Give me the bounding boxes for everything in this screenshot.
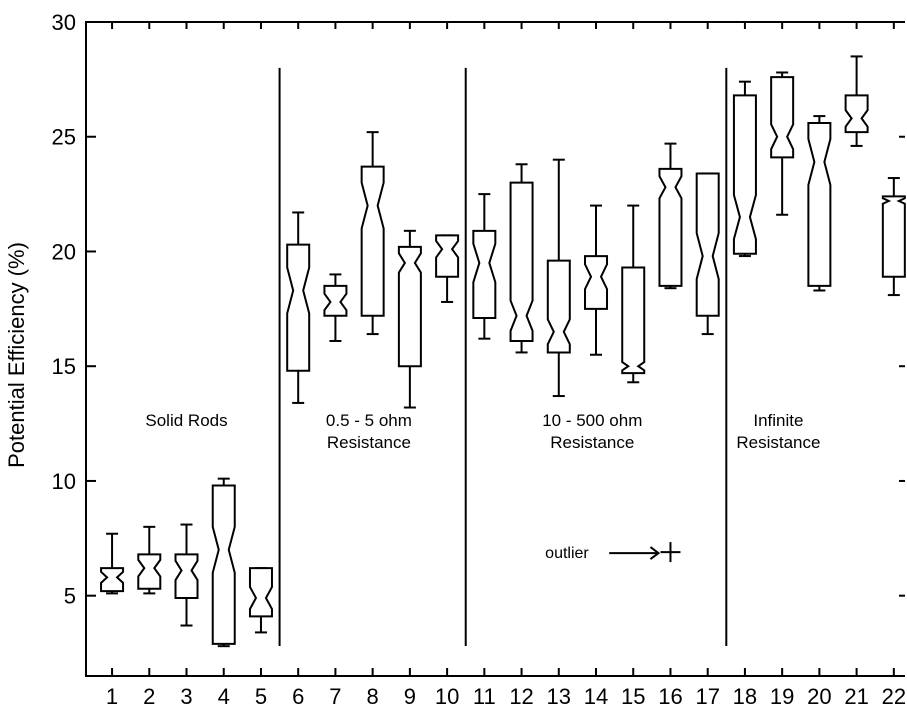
- box-5: [248, 567, 273, 634]
- outlier-arrow-head: [649, 546, 661, 560]
- box-4: [211, 477, 236, 648]
- group-dividers: [278, 67, 728, 646]
- box-6: [286, 211, 311, 404]
- x-tick-label: 3: [180, 684, 192, 709]
- boxes: [100, 55, 906, 648]
- notched-box: [807, 121, 832, 287]
- box-9: [397, 229, 422, 409]
- y-axis: 5 10 15 20 25 30: [52, 10, 905, 609]
- notched-box: [695, 172, 720, 317]
- notched-box: [137, 553, 162, 590]
- notched-box: [211, 484, 236, 645]
- box-2: [137, 525, 162, 595]
- notched-box: [584, 255, 609, 310]
- x-axis: 1 2 3 4 5 6 7 8 9 10 11 12 13 14 15 16 17 18 19 20 21 22: [106, 22, 906, 709]
- notched-box: [248, 567, 273, 618]
- notched-box: [174, 553, 199, 599]
- y-tick-label: 30: [52, 10, 76, 35]
- notched-box: [546, 259, 571, 354]
- box-20: [807, 115, 832, 292]
- x-tick-label: 4: [218, 684, 230, 709]
- notched-box: [621, 266, 646, 375]
- x-tick-label: 14: [584, 684, 608, 709]
- group-label: Infinite: [753, 411, 803, 430]
- x-tick-label: 13: [547, 684, 571, 709]
- group-label: 10 - 500 ohm: [542, 411, 642, 430]
- x-tick-label: 16: [658, 684, 682, 709]
- x-tick-label: 7: [329, 684, 341, 709]
- x-tick-label: 15: [621, 684, 645, 709]
- notched-box: [472, 229, 497, 320]
- x-tick-label: 22: [882, 684, 906, 709]
- box-16: [658, 142, 683, 290]
- notched-box: [435, 234, 460, 278]
- x-tick-label: 20: [807, 684, 831, 709]
- notched-box: [732, 94, 757, 255]
- notched-box: [770, 76, 795, 159]
- box-14: [584, 204, 609, 356]
- notched-box: [397, 245, 422, 368]
- box-22: [881, 177, 906, 297]
- notched-box: [286, 243, 311, 372]
- x-tick-label: 18: [733, 684, 757, 709]
- x-tick-label: 19: [770, 684, 794, 709]
- box-11: [472, 193, 497, 340]
- y-tick-label: 20: [52, 239, 76, 264]
- box-13: [546, 158, 571, 398]
- box-3: [174, 523, 199, 627]
- notched-box: [658, 167, 683, 287]
- box-12: [509, 163, 534, 354]
- box-10: [435, 234, 460, 303]
- x-tick-label: 9: [404, 684, 416, 709]
- x-tick-label: 6: [292, 684, 304, 709]
- group-label: Resistance: [550, 433, 634, 452]
- x-tick-label: 11: [473, 684, 496, 709]
- notched-box: [323, 284, 348, 317]
- notched-box: [509, 181, 534, 342]
- y-tick-label: 25: [52, 125, 76, 150]
- outlier-label: outlier: [545, 545, 589, 562]
- axis-frame: [85, 21, 905, 677]
- box-19: [770, 71, 795, 216]
- annotations: outlier: [545, 542, 681, 563]
- x-tick-label: 8: [367, 684, 379, 709]
- group-label: Resistance: [327, 433, 411, 452]
- notched-box: [360, 165, 385, 317]
- y-tick-label: 10: [52, 469, 76, 494]
- notched-box: [100, 567, 125, 593]
- box-8: [360, 131, 385, 336]
- x-tick-label: 5: [255, 684, 267, 709]
- x-tick-label: 1: [106, 684, 118, 709]
- x-tick-label: 10: [435, 684, 459, 709]
- x-tick-label: 17: [695, 684, 719, 709]
- box-17: [695, 172, 720, 336]
- y-tick-label: 5: [64, 584, 76, 609]
- notched-box: [881, 195, 906, 278]
- box-21: [844, 55, 869, 147]
- x-tick-label: 21: [844, 684, 868, 709]
- box-18: [732, 80, 757, 258]
- group-label: Solid Rods: [145, 411, 227, 430]
- box-1: [100, 532, 125, 595]
- notched-box: [844, 94, 869, 134]
- box-15: [621, 204, 646, 384]
- plot-frame: [85, 21, 905, 677]
- group-labels: Solid Rods 0.5 - 5 ohm Resistance 10 - 500 …: [145, 411, 820, 452]
- x-tick-label: 2: [143, 684, 155, 709]
- box-7: [323, 273, 348, 342]
- y-axis-label: Potential Efficiency (%): [4, 242, 29, 468]
- y-tick-label: 15: [52, 354, 76, 379]
- x-tick-label: 12: [509, 684, 533, 709]
- group-label: 0.5 - 5 ohm: [326, 411, 412, 430]
- group-label: Resistance: [736, 433, 820, 452]
